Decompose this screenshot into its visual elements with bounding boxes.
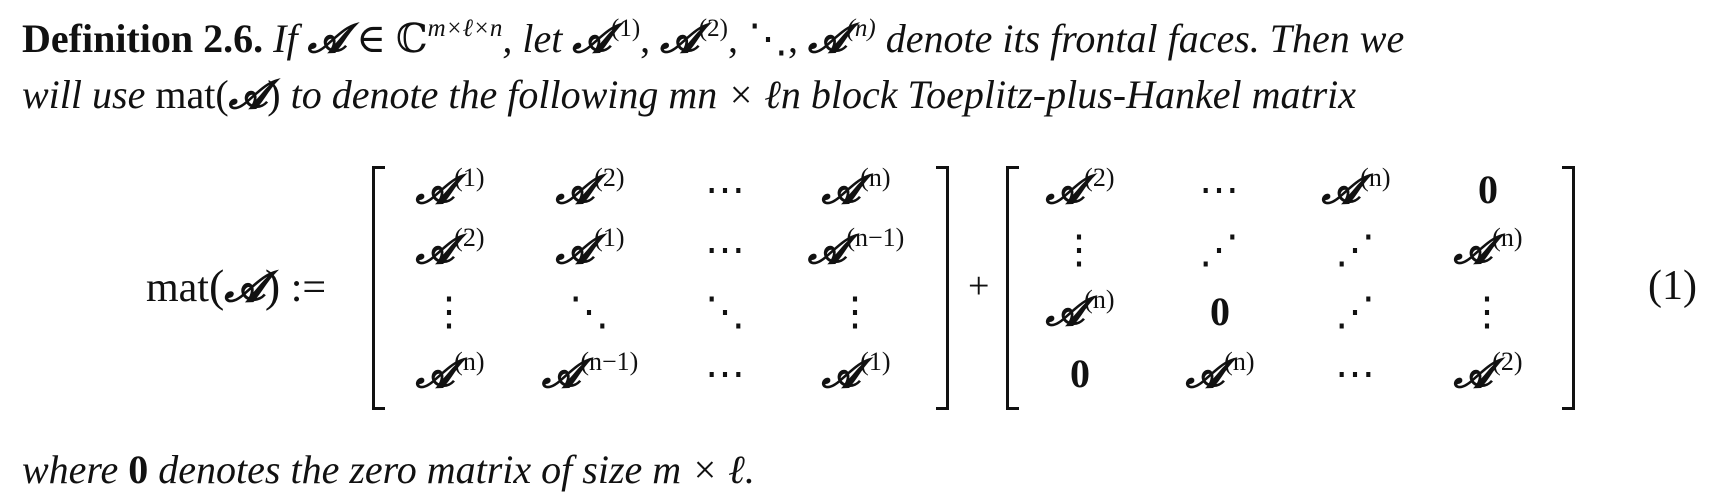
hankel-entry-dots-1-2: ⋰ — [1335, 227, 1377, 272]
text-zero-matrix: denotes the zero matrix of size — [158, 447, 643, 492]
ddots-symbol: ⋱ — [747, 16, 788, 61]
toeplitz-left-bracket — [372, 166, 385, 410]
sentence-end: . — [744, 447, 755, 492]
element-of-symbol: ∈ — [356, 16, 386, 61]
toeplitz-entry-face-0-3: 𝓐(n) — [821, 163, 891, 212]
definition-label: Definition 2.6. — [22, 16, 264, 61]
hankel-right-bracket — [1562, 166, 1575, 410]
hankel-left-bracket — [1006, 166, 1019, 410]
assign-symbol: := — [290, 265, 327, 311]
text-will-use: will use — [22, 72, 146, 117]
lhs-mat-operator: mat — [146, 265, 209, 311]
hankel-entry-dots-0-1: ⋯ — [1199, 167, 1241, 212]
hankel-entry-dots-1-0: ⋮ — [1059, 227, 1101, 272]
hankel-entry-face-3-1: 𝓐(n) — [1185, 347, 1255, 396]
tensor-symbol: 𝓐 — [307, 16, 347, 61]
face-2-symbol: 𝓐 — [660, 16, 699, 61]
matrix-dimensions: mn × ℓn — [668, 72, 801, 117]
hankel-entry-face-2-0: 𝓐(n) — [1045, 285, 1115, 334]
toeplitz-entry-face-1-1: 𝓐(1) — [555, 223, 625, 272]
toeplitz-entry-face-3-1: 𝓐(n−1) — [541, 347, 639, 396]
plus-symbol: + — [968, 265, 990, 307]
hankel-entry-dots-2-2: ⋰ — [1335, 289, 1377, 334]
definition-line-1: Definition 2.6. If 𝓐 ∈ ℂm×ℓ×n, let 𝓐(1),… — [22, 15, 1405, 61]
mat-argument: 𝓐 — [228, 72, 268, 117]
toeplitz-entry-face-1-0: 𝓐(2) — [415, 223, 485, 272]
toeplitz-entry-dots-2-2: ⋱ — [705, 289, 747, 334]
hankel-entry-face-1-3: 𝓐(n) — [1453, 223, 1523, 272]
equation-lhs: mat(𝓐) := — [146, 260, 327, 311]
lhs-tensor-symbol: 𝓐 — [224, 265, 265, 311]
toeplitz-entry-face-0-1: 𝓐(2) — [555, 163, 625, 212]
zero-symbol: 0 — [128, 447, 149, 492]
hankel-entry-zero-0-3: 0 — [1478, 167, 1498, 212]
toeplitz-entry-face-3-0: 𝓐(n) — [415, 347, 485, 396]
face-n-index: (n) — [846, 15, 876, 42]
text-if: If — [273, 16, 298, 61]
toeplitz-entry-face-0-0: 𝓐(1) — [415, 163, 485, 212]
hankel-entry-zero-2-1: 0 — [1210, 289, 1230, 334]
toeplitz-entry-dots-3-2: ⋯ — [705, 351, 747, 396]
toeplitz-entry-dots-1-2: ⋯ — [705, 227, 747, 272]
definition-line-3: where 0 denotes the zero matrix of size … — [22, 442, 1712, 498]
toeplitz-entry-dots-2-0: ⋮ — [429, 289, 471, 334]
toeplitz-entry-dots-2-3: ⋮ — [835, 289, 877, 334]
toeplitz-right-bracket — [936, 166, 949, 410]
toeplitz-entry-face-1-3: 𝓐(n−1) — [807, 223, 905, 272]
complex-field-symbol: ℂ — [395, 16, 428, 61]
toeplitz-entry-dots-2-1: ⋱ — [569, 289, 611, 334]
hankel-entry-dots-2-3: ⋮ — [1467, 289, 1509, 334]
zero-matrix-size: m × ℓ — [652, 447, 745, 492]
hankel-entry-face-3-3: 𝓐(2) — [1453, 347, 1523, 396]
text-let: , let — [502, 16, 563, 61]
face-2-index: (2) — [698, 15, 728, 42]
hankel-entry-dots-1-1: ⋰ — [1199, 227, 1241, 272]
definition-line-2: will use mat(𝓐) to denote the following … — [22, 72, 1357, 117]
text-denote-faces: denote its frontal faces. Then we — [885, 16, 1405, 61]
text-where: where — [22, 447, 119, 492]
face-1-index: (1) — [611, 15, 641, 42]
field-dimensions: m×ℓ×n — [427, 15, 503, 42]
toeplitz-entry-face-3-3: 𝓐(1) — [821, 347, 891, 396]
hankel-entry-zero-3-0: 0 — [1070, 351, 1090, 396]
hankel-entry-face-0-2: 𝓐(n) — [1321, 163, 1391, 212]
text-to-denote: to denote the following — [290, 72, 659, 117]
hankel-entry-dots-3-2: ⋯ — [1335, 351, 1377, 396]
hankel-entry-face-0-0: 𝓐(2) — [1045, 163, 1115, 212]
face-1-symbol: 𝓐 — [572, 16, 611, 61]
text-block-matrix: block Toeplitz-plus-Hankel matrix — [810, 72, 1357, 117]
face-n-symbol: 𝓐 — [807, 16, 847, 61]
equation-number: (1) — [1648, 263, 1697, 309]
mat-operator: mat — [155, 72, 216, 117]
toeplitz-entry-dots-0-2: ⋯ — [705, 167, 747, 212]
